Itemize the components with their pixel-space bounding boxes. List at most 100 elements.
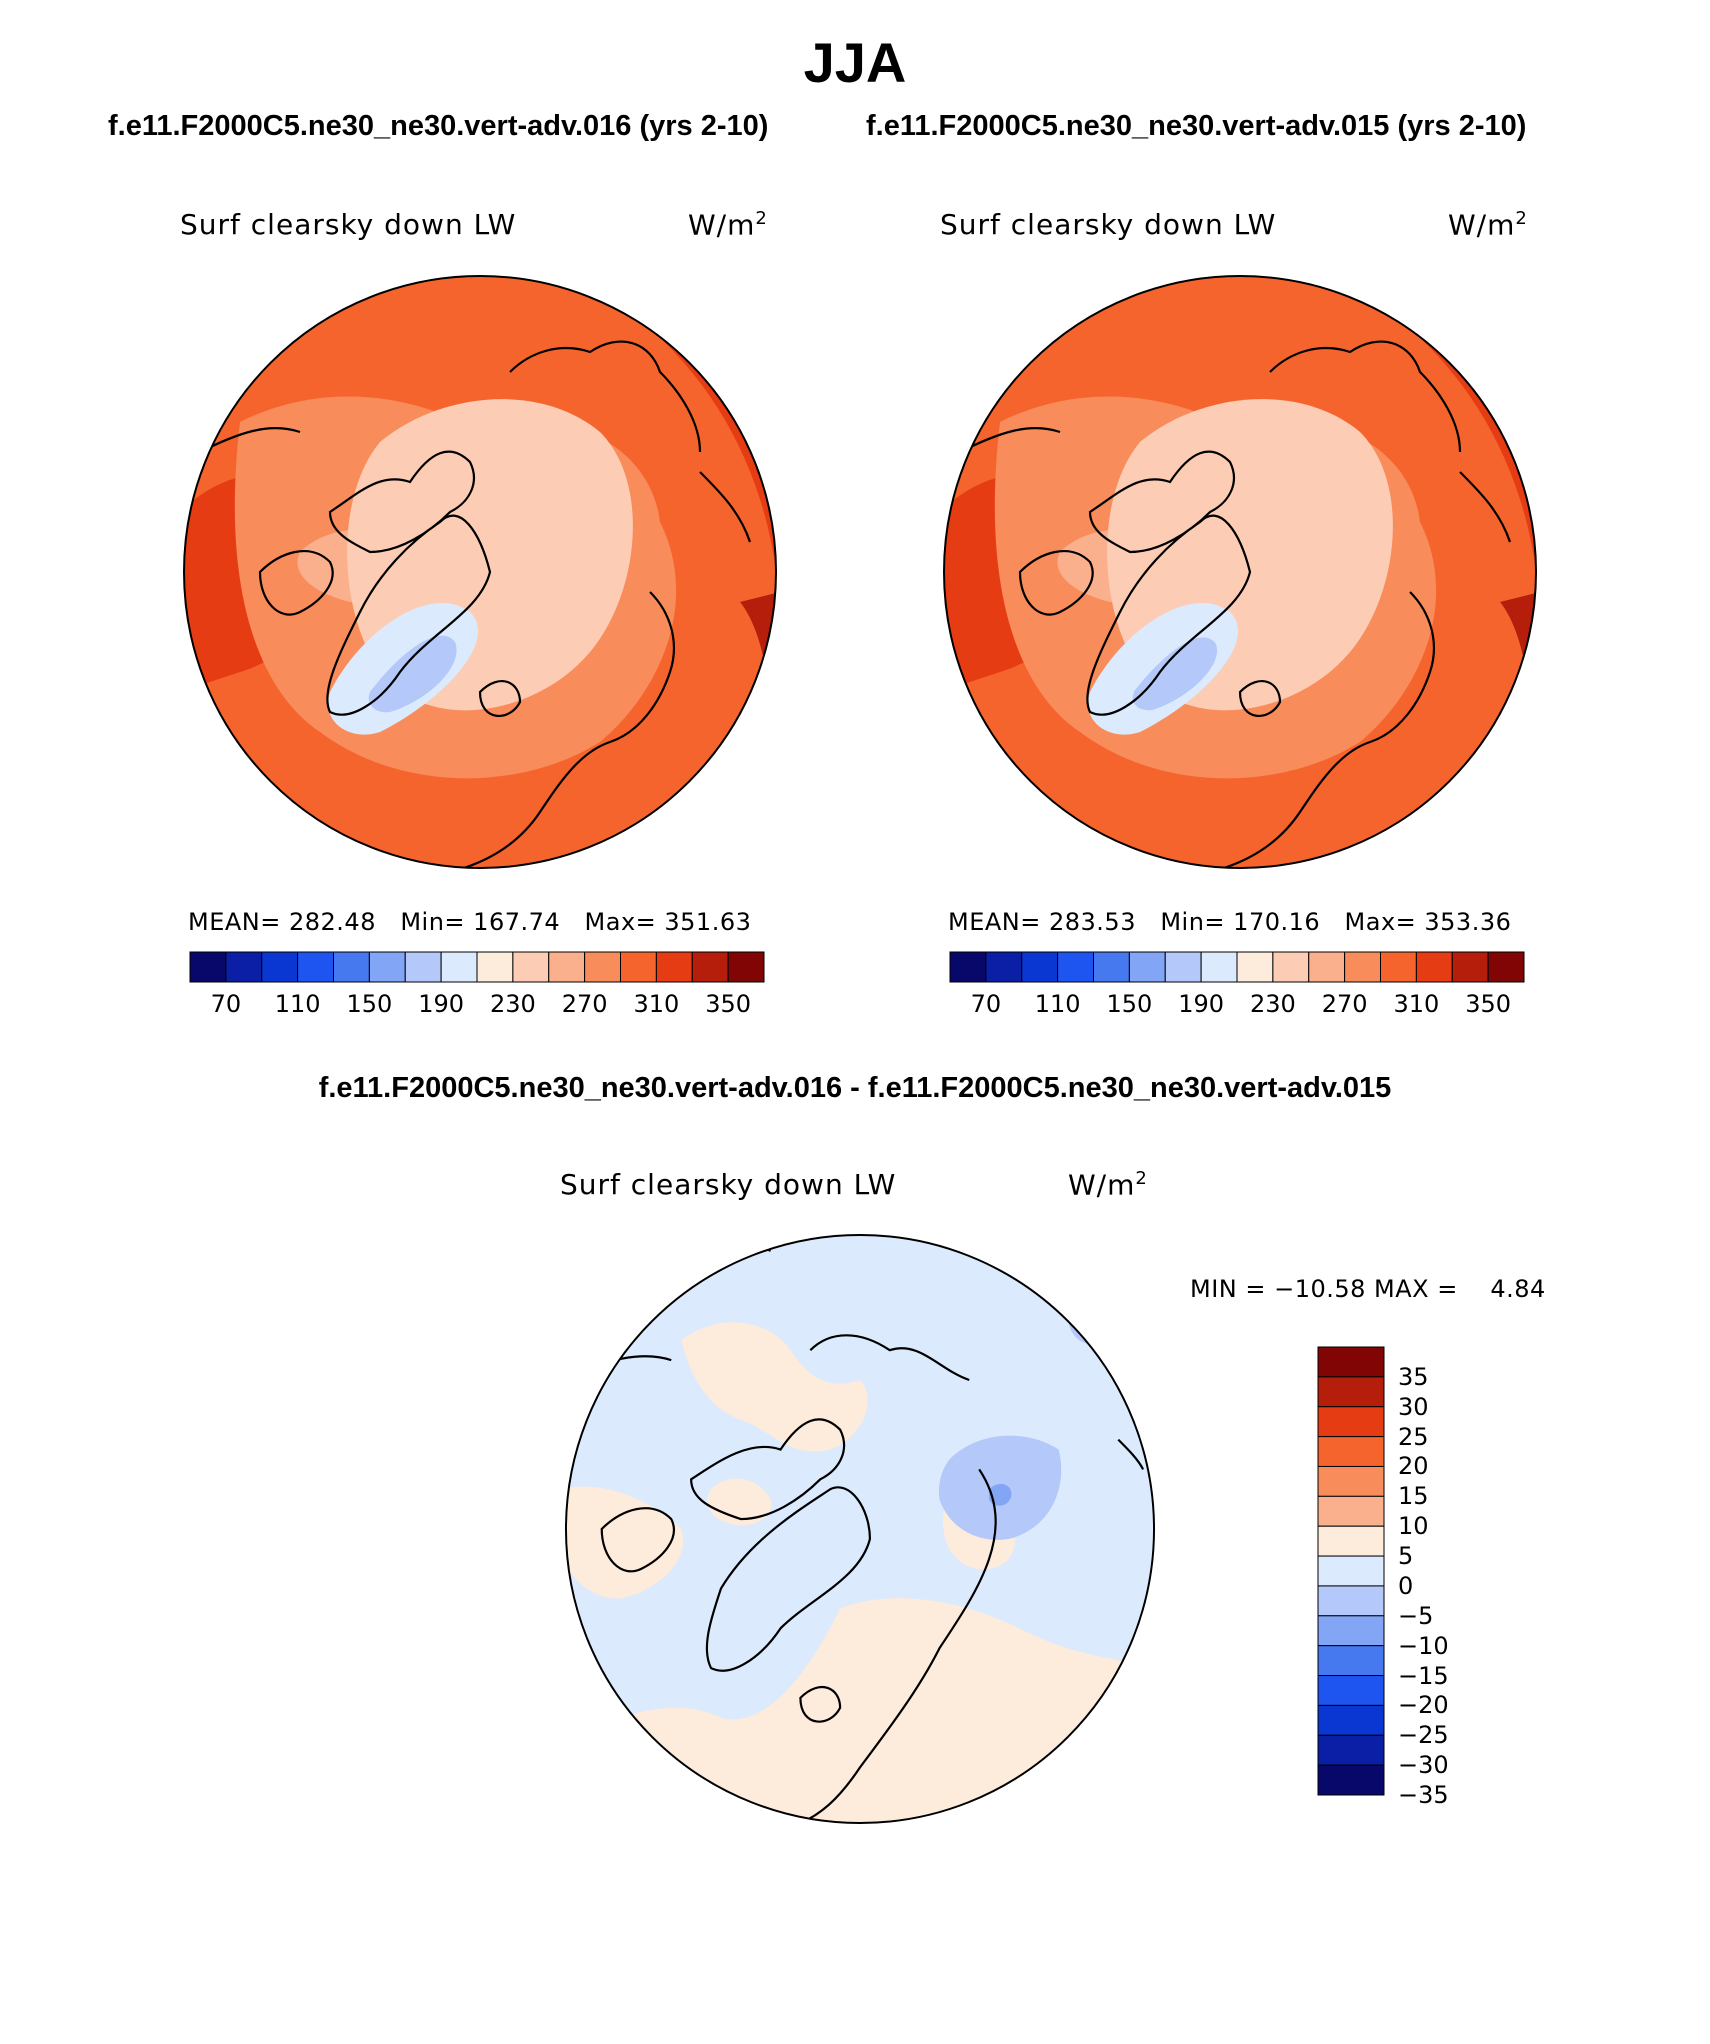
colorbar-box — [620, 951, 657, 983]
colorbar-box — [985, 951, 1023, 983]
colorbar-box — [1093, 951, 1130, 983]
colorbar-box — [1317, 1555, 1385, 1587]
colorbar-box — [727, 951, 765, 983]
colorbar-box — [1451, 951, 1489, 983]
colorbar-box — [1344, 951, 1381, 983]
right-polar-map — [943, 275, 1537, 869]
colorbar-box — [1317, 1465, 1385, 1497]
colorbar-tick-label: 150 — [1106, 990, 1153, 1018]
colorbar-tick-label: −15 — [1398, 1661, 1449, 1690]
colorbar-box — [1317, 1406, 1385, 1438]
colorbar-tick-label: 230 — [1249, 990, 1296, 1018]
diff-colorbar-ticks: 35 30 25 20 15 10 5 0 −5 −10 −15 −20 −25 −30 −35 — [1398, 1347, 1498, 1809]
page-title: JJA — [803, 31, 907, 94]
colorbar-box — [1317, 1615, 1385, 1647]
colorbar-box — [297, 951, 334, 983]
colorbar-box — [476, 951, 514, 983]
difference-title: f.e11.F2000C5.ne30_ne30.vert-adv.016 - f… — [318, 1072, 1392, 1104]
colorbar-box — [1272, 951, 1310, 983]
colorbar-box — [655, 951, 693, 983]
colorbar-tick-label: 270 — [561, 990, 608, 1018]
colorbar-box — [1487, 951, 1525, 983]
colorbar-tick-label: 350 — [705, 990, 752, 1018]
colorbar-tick-label: −25 — [1398, 1721, 1449, 1750]
colorbar-box — [1021, 951, 1059, 983]
colorbar-tick-label: 310 — [1393, 990, 1440, 1018]
colorbar-box — [1057, 951, 1094, 983]
right-case-title: f.e11.F2000C5.ne30_ne30.vert-adv.015 (yr… — [866, 110, 1527, 142]
colorbar-box — [1164, 951, 1202, 983]
colorbar-tick-label: 70 — [970, 990, 1002, 1018]
colorbar-tick-label: −30 — [1398, 1751, 1449, 1780]
colorbar-box — [368, 951, 406, 983]
colorbar-box — [512, 951, 550, 983]
colorbar-box — [404, 951, 442, 983]
colorbar-box — [1415, 951, 1453, 983]
diff-variable-label: Surf clearsky down LW — [560, 1168, 897, 1201]
colorbar-box — [1317, 1585, 1385, 1617]
colorbar-tick-label: 110 — [274, 990, 321, 1018]
colorbar-tick-label: 310 — [633, 990, 680, 1018]
colorbar-tick-label: 25 — [1398, 1422, 1429, 1451]
colorbar-tick-label: 350 — [1465, 990, 1512, 1018]
colorbar-box — [1308, 951, 1346, 983]
colorbar-tick-label: 190 — [418, 990, 465, 1018]
colorbar-box — [1317, 1346, 1385, 1378]
colorbar-box — [333, 951, 370, 983]
right-units-label: W/m2 — [1448, 208, 1528, 242]
left-case-title: f.e11.F2000C5.ne30_ne30.vert-adv.016 (yr… — [108, 110, 769, 142]
colorbar-box — [1317, 1436, 1385, 1467]
colorbar-box — [1317, 1376, 1385, 1408]
colorbar-box — [691, 951, 729, 983]
colorbar-box — [548, 951, 586, 983]
colorbar-tick-label: −20 — [1398, 1691, 1449, 1720]
colorbar-box — [440, 951, 478, 983]
right-colorbar-ticks: 70 110 150 190 230 270 310 350 — [950, 990, 1524, 1020]
left-colorbar-ticks: 70 110 150 190 230 270 310 350 — [190, 990, 764, 1020]
colorbar-tick-label: 35 — [1398, 1362, 1429, 1391]
colorbar-box — [1317, 1675, 1385, 1706]
colorbar-tick-label: 0 — [1398, 1571, 1414, 1600]
left-colorbar — [189, 951, 765, 983]
colorbar-box — [1317, 1704, 1385, 1736]
left-polar-map — [183, 275, 777, 869]
colorbar-box — [189, 951, 227, 983]
right-colorbar — [949, 951, 1525, 983]
colorbar-tick-label: 5 — [1398, 1542, 1414, 1571]
colorbar-tick-label: 150 — [346, 990, 393, 1018]
colorbar-tick-label: 15 — [1398, 1482, 1429, 1511]
colorbar-box — [584, 951, 621, 983]
colorbar-tick-label: 30 — [1398, 1392, 1429, 1421]
colorbar-tick-label: 230 — [489, 990, 536, 1018]
colorbar-box — [261, 951, 299, 983]
diff-stats: MIN = −10.58 MAX = 4.84 — [1190, 1275, 1546, 1303]
diff-colorbar — [1317, 1346, 1385, 1796]
left-units-label: W/m2 — [688, 208, 768, 242]
colorbar-box — [1317, 1764, 1385, 1796]
difference-polar-map — [564, 1233, 1156, 1825]
colorbar-tick-label: −10 — [1398, 1631, 1449, 1660]
colorbar-tick-label: 20 — [1398, 1452, 1429, 1481]
colorbar-box — [1128, 951, 1166, 983]
colorbar-box — [1317, 1495, 1385, 1527]
colorbar-tick-label: 70 — [210, 990, 242, 1018]
right-stats: MEAN= 283.53 Min= 170.16 Max= 353.36 — [948, 908, 1512, 936]
left-variable-label: Surf clearsky down LW — [180, 208, 517, 241]
colorbar-tick-label: 190 — [1178, 990, 1225, 1018]
colorbar-tick-label: 10 — [1398, 1512, 1429, 1541]
right-variable-label: Surf clearsky down LW — [940, 208, 1277, 241]
colorbar-tick-label: 270 — [1321, 990, 1368, 1018]
colorbar-box — [949, 951, 987, 983]
colorbar-box — [1380, 951, 1417, 983]
colorbar-box — [1317, 1645, 1385, 1677]
left-stats: MEAN= 282.48 Min= 167.74 Max= 351.63 — [188, 908, 752, 936]
colorbar-tick-label: 110 — [1034, 990, 1081, 1018]
colorbar-box — [1317, 1734, 1385, 1766]
colorbar-box — [1200, 951, 1238, 983]
colorbar-box — [1236, 951, 1274, 983]
colorbar-tick-label: −35 — [1398, 1781, 1449, 1809]
diff-units-label: W/m2 — [1068, 1168, 1148, 1202]
colorbar-tick-label: −5 — [1398, 1601, 1434, 1630]
colorbar-box — [225, 951, 263, 983]
colorbar-box — [1317, 1525, 1385, 1557]
